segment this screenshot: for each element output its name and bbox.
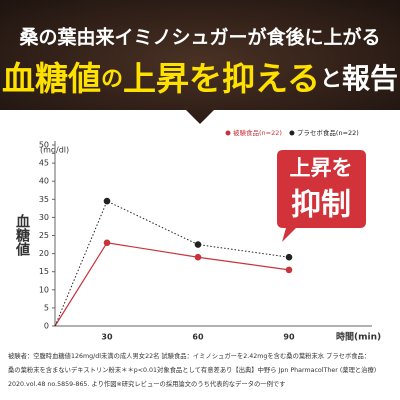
y-tick-label: 40: [39, 177, 49, 186]
x-tick-label: 60: [192, 333, 204, 342]
legend-marker: [225, 130, 231, 136]
series-line: [54, 200, 290, 327]
banner: [0, 0, 400, 124]
callout-text: 抑制: [291, 188, 351, 223]
y-tick-label: 15: [39, 267, 49, 276]
callout-text: 上昇を: [290, 156, 353, 180]
title-part: 上昇を抑える: [123, 59, 320, 98]
data-point: [285, 253, 293, 261]
note: 2020.vol.48 no.5859-865. より作図※研究レビューの採用論…: [8, 379, 285, 388]
y-tick-label: 50: [39, 141, 49, 150]
legend-label: プラセボ食品(n=22): [297, 128, 359, 137]
note: 桑の葉粉末を含まないデキストリン粉末＊＊p<0.01対象食品として有意差あり【出…: [8, 365, 376, 374]
x-tick-label: 30: [101, 333, 113, 342]
title-part: の: [101, 67, 123, 92]
data-point: [194, 241, 202, 248]
title-part: 血糖値: [2, 59, 101, 98]
chart-title: 血糖値の上昇を抑えると報告: [2, 59, 398, 98]
data-point: [103, 239, 111, 247]
y-tick-label: 0: [44, 322, 49, 331]
y-tick-label: 35: [39, 195, 49, 204]
y-tick-label: 10: [39, 285, 49, 294]
y-tick-label: 5: [44, 303, 49, 312]
y-tick-label: 30: [39, 213, 49, 222]
data-point: [194, 253, 202, 261]
series-line: [54, 242, 290, 327]
legend-label: 被験食品(n=22): [233, 128, 282, 137]
y-tick-label: 25: [39, 231, 49, 240]
legend-marker: [289, 130, 295, 136]
data-point: [103, 197, 111, 205]
headline: 桑の葉由来イミノシュガーが食後に上がる: [19, 26, 380, 49]
title-part: 報告: [342, 62, 398, 95]
callout-box: [277, 150, 366, 242]
y-tick-label: 20: [39, 249, 49, 258]
x-tick-label: 90: [283, 333, 295, 342]
y-tick-label: 45: [39, 159, 49, 168]
data-point: [285, 266, 293, 274]
title-part: と: [320, 67, 342, 92]
x-axis-label: 時間(min): [336, 331, 381, 343]
note: 被験者：空腹時血糖値126mg/dl未満の成人男女22名 試験食品：イミノシュガ…: [8, 351, 370, 360]
y-axis-label: 血糖値: [14, 213, 31, 257]
